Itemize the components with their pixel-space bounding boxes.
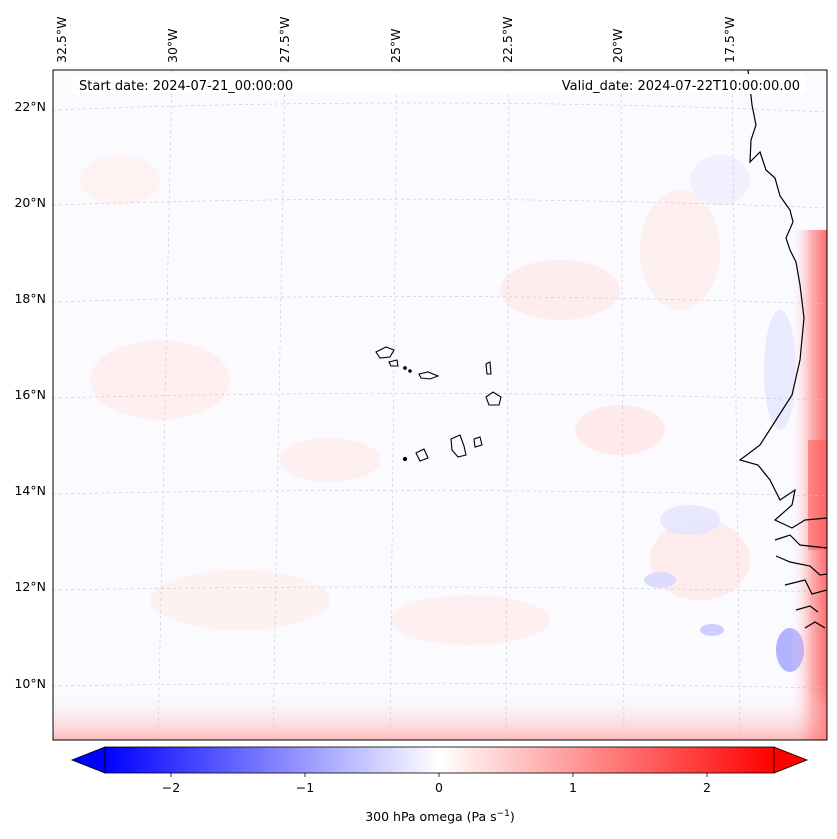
coastline	[738, 70, 827, 629]
colorbar-tick-label: −1	[296, 780, 314, 795]
graticule	[53, 70, 827, 740]
omega-field	[53, 155, 827, 740]
colorbar-tick-label: 2	[703, 780, 711, 795]
lon-label: 30°W	[165, 28, 180, 63]
latitude-labels: 22°N 20°N 18°N 16°N 14°N 12°N 10°N	[14, 99, 46, 691]
lon-label: 17.5°W	[722, 17, 737, 63]
lat-label: 18°N	[14, 291, 46, 306]
lat-label: 22°N	[14, 99, 46, 114]
longitude-labels: 32.5°W 30°W 27.5°W 25°W 22.5°W 20°W 17.5…	[54, 17, 737, 63]
lat-label: 20°N	[14, 195, 46, 210]
colorbar-tick-label: 0	[435, 780, 443, 795]
valid-date-label: Valid_date: 2024-07-22T10:00:00.00	[562, 79, 800, 94]
colorbar-tick-label: −2	[162, 780, 180, 795]
lat-label: 14°N	[14, 483, 46, 498]
colorbar-body	[104, 746, 775, 774]
colorbar-label: 300 hPa omega (Pa s−1)	[365, 809, 515, 824]
lon-label: 27.5°W	[277, 17, 292, 63]
colorbar-ticks	[170, 773, 708, 777]
colorbar-extend-left	[70, 746, 106, 774]
colorbar: −2 −1 0 1 2 300 hPa omega (Pa s−1)	[70, 746, 809, 824]
cape-verde-islands	[375, 346, 502, 462]
start-date-label: Start date: 2024-07-21_00:00:00	[79, 79, 293, 94]
lon-label: 22.5°W	[500, 17, 515, 63]
colorbar-extend-right	[773, 746, 809, 774]
lat-label: 16°N	[14, 387, 46, 402]
lat-label: 10°N	[14, 676, 46, 691]
colorbar-tick-label: 1	[569, 780, 577, 795]
lon-label: 32.5°W	[54, 17, 69, 63]
lon-label: 25°W	[388, 28, 403, 63]
map-panel: Start date: 2024-07-21_00:00:00 Valid_da…	[52, 69, 828, 741]
map-frame	[52, 69, 828, 741]
lat-label: 12°N	[14, 579, 46, 594]
header-strip	[72, 74, 806, 94]
lon-label: 20°W	[610, 28, 625, 63]
